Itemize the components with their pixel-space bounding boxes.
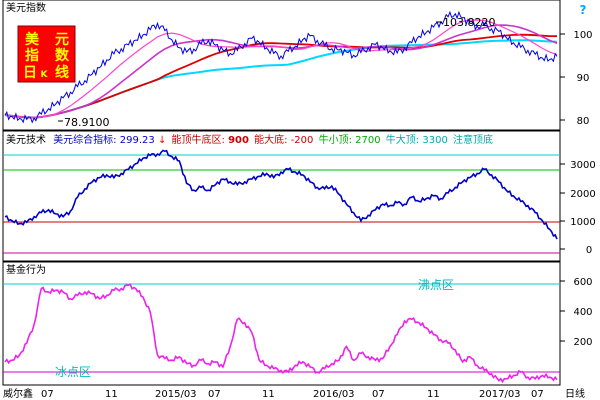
mid-series: [4, 149, 558, 240]
indicator-label: 美元综合指标:: [53, 133, 116, 146]
mid-ytick-1000: 1000: [570, 217, 595, 228]
top-ytick-100: 100: [573, 30, 592, 41]
bottom-y-axis: 600 400 200: [560, 277, 593, 348]
mid-panel-frame: [2, 130, 561, 262]
legend-label-2: 能大底:: [254, 133, 287, 146]
indicator-arrow: ↓: [158, 135, 166, 146]
bottom-series: [4, 283, 558, 384]
xtick-11b: 11: [262, 389, 275, 400]
mid-panel-title: 美元技术: [6, 133, 46, 146]
legend-label-4: 牛大顶:: [386, 133, 419, 146]
xtick-2015-03: 2015/03: [155, 389, 197, 400]
legend-label-1: 能顶牛底区:: [172, 133, 225, 146]
xtick-07a: 07: [41, 389, 54, 400]
mid-ytick-2000: 2000: [570, 189, 595, 200]
badge-char-7: 线: [55, 64, 69, 81]
top-y-axis: 100 90 80: [560, 30, 593, 127]
badge-char-6: K: [41, 70, 49, 80]
bottom-panel-frame: [2, 261, 561, 386]
xtick-2016-03: 2016/03: [313, 389, 355, 400]
xtick-11c: 11: [427, 389, 440, 400]
xtick-07b: 07: [208, 389, 221, 400]
badge-char-3: 指: [25, 47, 39, 64]
period-label: 日线: [565, 387, 585, 400]
legend-value-3: 2700: [355, 135, 380, 146]
top-series: [4, 10, 558, 124]
mid-ytick-3000: 3000: [570, 160, 595, 171]
badge-char-5: 日: [23, 65, 37, 81]
price-line: [4, 10, 558, 124]
top-ytick-90: 90: [577, 73, 590, 84]
top-ytick-80: 80: [577, 116, 590, 127]
mid-y-axis: 3000 2000 1000 0: [560, 160, 596, 256]
bot-ytick-200: 200: [573, 337, 592, 348]
ma-red-line: [4, 33, 558, 119]
source-label: 威尔鑫: [3, 387, 33, 400]
help-icon[interactable]: ?: [580, 3, 587, 17]
top-panel-title: 美元指数: [6, 1, 46, 14]
legend-value-2: -200: [291, 135, 314, 146]
boil-zone-label: 沸点区: [418, 278, 454, 292]
bot-ytick-600: 600: [573, 277, 592, 288]
low-label: 78.9100: [64, 116, 110, 129]
xtick-11a: 11: [105, 389, 118, 400]
legend-label-3: 牛小顶:: [319, 133, 352, 146]
xtick-07d: 07: [531, 389, 544, 400]
indicator-line: [4, 149, 558, 240]
legend-label-5: 注意顶底: [453, 133, 493, 146]
legend-value-1: 900: [228, 135, 249, 146]
bot-ytick-400: 400: [573, 307, 592, 318]
xtick-2017-03: 2017/03: [479, 389, 521, 400]
mid-legend: 美元技术 美元综合指标: 299.23 ↓ 能顶牛底区: 900 能大底: -2…: [6, 133, 493, 146]
mid-ytick-0: 0: [586, 245, 592, 256]
peak-label: 103.8220: [443, 16, 496, 29]
indicator-value: 299.23: [120, 135, 155, 146]
badge-char-1: 美: [25, 31, 40, 48]
fund-line: [4, 283, 558, 384]
kline-badge: 美 元 指 数 日 K 线: [17, 25, 76, 83]
bottom-panel-title: 基金行为: [6, 263, 46, 276]
freeze-zone-label: 冰点区: [55, 365, 91, 379]
x-axis: 威尔鑫 07 11 2015/03 07 11 2016/03 07 11 20…: [3, 387, 585, 400]
legend-value-4: 3300: [422, 135, 447, 146]
xtick-07c: 07: [372, 389, 385, 400]
badge-char-4: 数: [55, 47, 70, 64]
badge-char-2: 元: [55, 32, 69, 48]
